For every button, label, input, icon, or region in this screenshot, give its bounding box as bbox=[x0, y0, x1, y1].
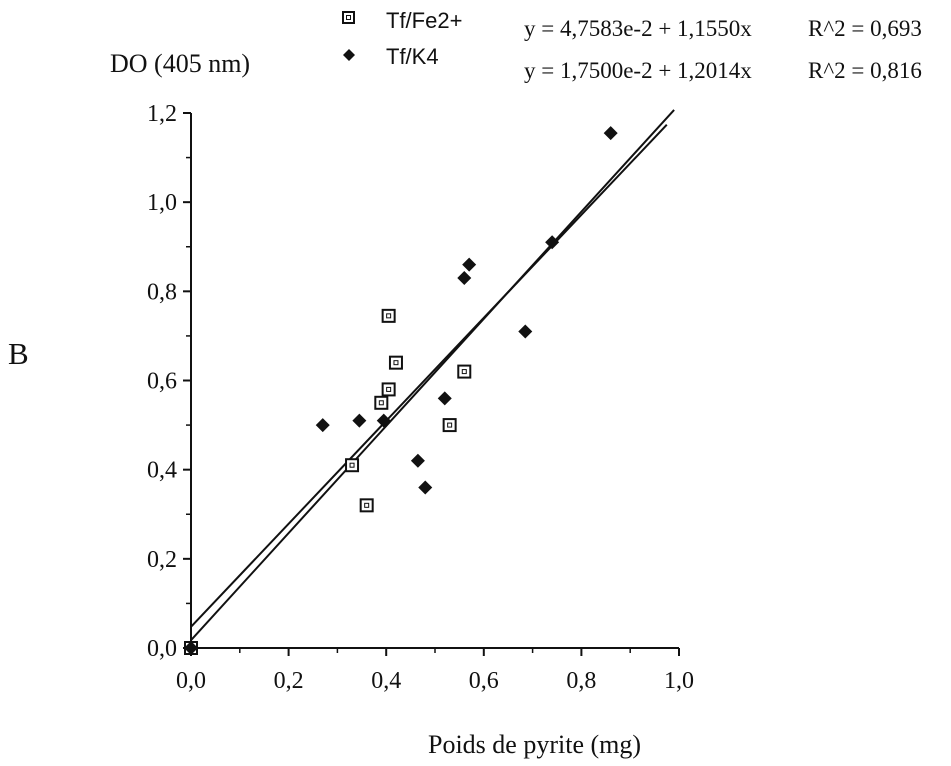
point-tf-fe2 bbox=[359, 498, 374, 513]
point-tf-k4 bbox=[410, 453, 425, 468]
point-tf-fe2 bbox=[374, 395, 389, 410]
regression-line-tf-k4 bbox=[190, 109, 675, 641]
y-tick-label: 1,0 bbox=[147, 190, 177, 216]
regression-lines bbox=[190, 109, 675, 641]
y-tick-label: 0,8 bbox=[147, 279, 177, 305]
panel-label: B bbox=[8, 336, 29, 371]
point-tf-k4 bbox=[518, 324, 533, 339]
point-tf-fe2 bbox=[442, 418, 457, 433]
fit-equation-tf-k4: y = 1,7500e-2 + 1,2014x bbox=[524, 58, 752, 83]
point-tf-fe2 bbox=[345, 458, 360, 473]
axis-ticks: 0,0 0,2 0,4 0,6 0,8 1,0 0,0 0,2 0,4 0,6 0,8 1,0 1,2 bbox=[147, 101, 694, 694]
regression-line-tf-fe2 bbox=[190, 124, 668, 628]
y-tick-label: 0,2 bbox=[147, 547, 177, 573]
x-tick-label: 0,8 bbox=[566, 668, 596, 694]
point-tf-fe2 bbox=[381, 382, 396, 397]
y-tick-label: 0,6 bbox=[147, 369, 177, 395]
point-tf-k4 bbox=[184, 641, 198, 655]
y-tick-label: 0,0 bbox=[147, 636, 177, 662]
legend-label-tf-k4: Tf/K4 bbox=[386, 44, 439, 69]
point-tf-fe2 bbox=[388, 355, 403, 370]
y-axis-title: DO (405 nm) bbox=[110, 49, 250, 78]
x-tick-label: 0,0 bbox=[176, 668, 206, 694]
point-tf-k4 bbox=[462, 257, 477, 272]
x-axis-title: Poids de pyrite (mg) bbox=[428, 730, 641, 759]
y-tick-label: 1,2 bbox=[147, 101, 177, 127]
x-tick-label: 0,4 bbox=[371, 668, 401, 694]
legend-marker-tf-k4 bbox=[343, 49, 355, 61]
y-tick-label: 0,4 bbox=[147, 458, 177, 484]
r-squared-tf-fe2: R^2 = 0,693 bbox=[808, 16, 922, 41]
legend-marker-tf-fe2-inner bbox=[346, 15, 351, 20]
point-tf-k4 bbox=[603, 126, 618, 141]
point-tf-fe2 bbox=[457, 364, 472, 379]
point-tf-k4 bbox=[437, 391, 452, 406]
data-points bbox=[184, 126, 618, 655]
r-squared-tf-k4: R^2 = 0,816 bbox=[808, 58, 922, 83]
point-tf-k4 bbox=[545, 235, 560, 250]
point-tf-fe2 bbox=[381, 308, 396, 323]
point-tf-k4 bbox=[352, 413, 367, 428]
x-tick-label: 0,2 bbox=[274, 668, 304, 694]
point-tf-k4 bbox=[457, 270, 472, 285]
x-tick-label: 0,6 bbox=[469, 668, 499, 694]
point-tf-k4 bbox=[315, 418, 330, 433]
legend: Tf/Fe2+ Tf/K4 y = 4,7583e-2 + 1,1550x R^… bbox=[342, 8, 922, 83]
x-tick-label: 1,0 bbox=[664, 668, 694, 694]
legend-marker-tf-fe2 bbox=[342, 11, 355, 24]
point-tf-k4 bbox=[376, 413, 391, 428]
fit-equation-tf-fe2: y = 4,7583e-2 + 1,1550x bbox=[524, 16, 752, 41]
point-tf-k4 bbox=[418, 480, 433, 495]
legend-label-tf-fe2: Tf/Fe2+ bbox=[386, 8, 462, 33]
